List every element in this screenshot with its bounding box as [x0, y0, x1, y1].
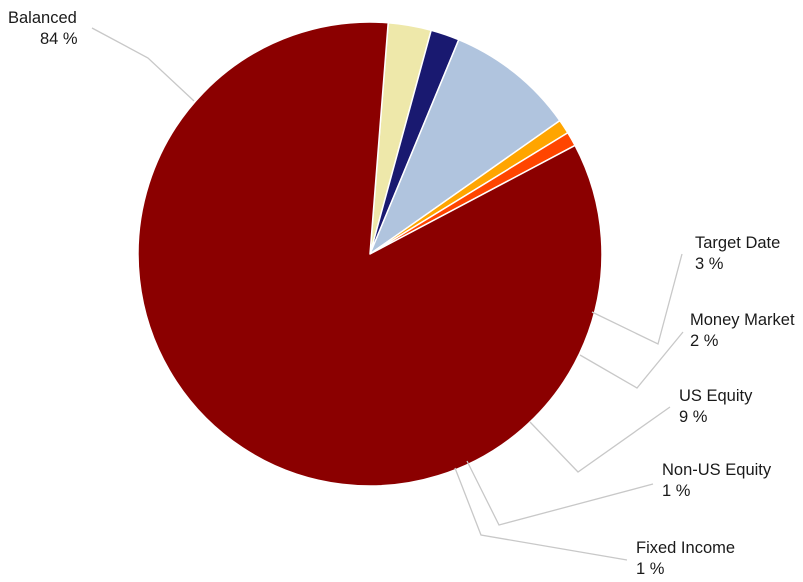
- pie-slice-us-equity: [369, 38, 561, 255]
- leader-line-non-us-equity: [466, 460, 654, 526]
- slice-label-money-market: Money Market: [690, 311, 795, 329]
- slice-label-fixed-income: Fixed Income: [636, 539, 735, 557]
- slice-value-us-equity: 9 %: [679, 408, 708, 426]
- leader-line-fixed-income: [454, 467, 628, 561]
- slice-value-money-market: 2 %: [690, 332, 719, 350]
- slice-value-balanced: 84 %: [40, 30, 78, 48]
- slice-label-balanced: Balanced: [8, 9, 77, 27]
- slice-value-target-date: 3 %: [695, 255, 724, 273]
- leader-line-balanced: [91, 27, 195, 102]
- leader-line-money-market: [579, 331, 684, 389]
- leader-line-us-equity: [529, 406, 671, 473]
- leader-line-target-date: [591, 253, 683, 345]
- slice-value-fixed-income: 1 %: [636, 560, 665, 578]
- slice-value-non-us-equity: 1 %: [662, 482, 691, 500]
- slice-label-non-us-equity: Non-US Equity: [662, 461, 772, 479]
- slice-label-target-date: Target Date: [695, 234, 780, 252]
- slice-label-us-equity: US Equity: [679, 387, 753, 405]
- pie-slice-balanced: [137, 21, 603, 487]
- leader-lines: [91, 27, 684, 561]
- slice-labels: Target Date 3 % Money Market 2 % US Equity 9 …: [8, 9, 795, 578]
- pie-slices: [137, 21, 603, 487]
